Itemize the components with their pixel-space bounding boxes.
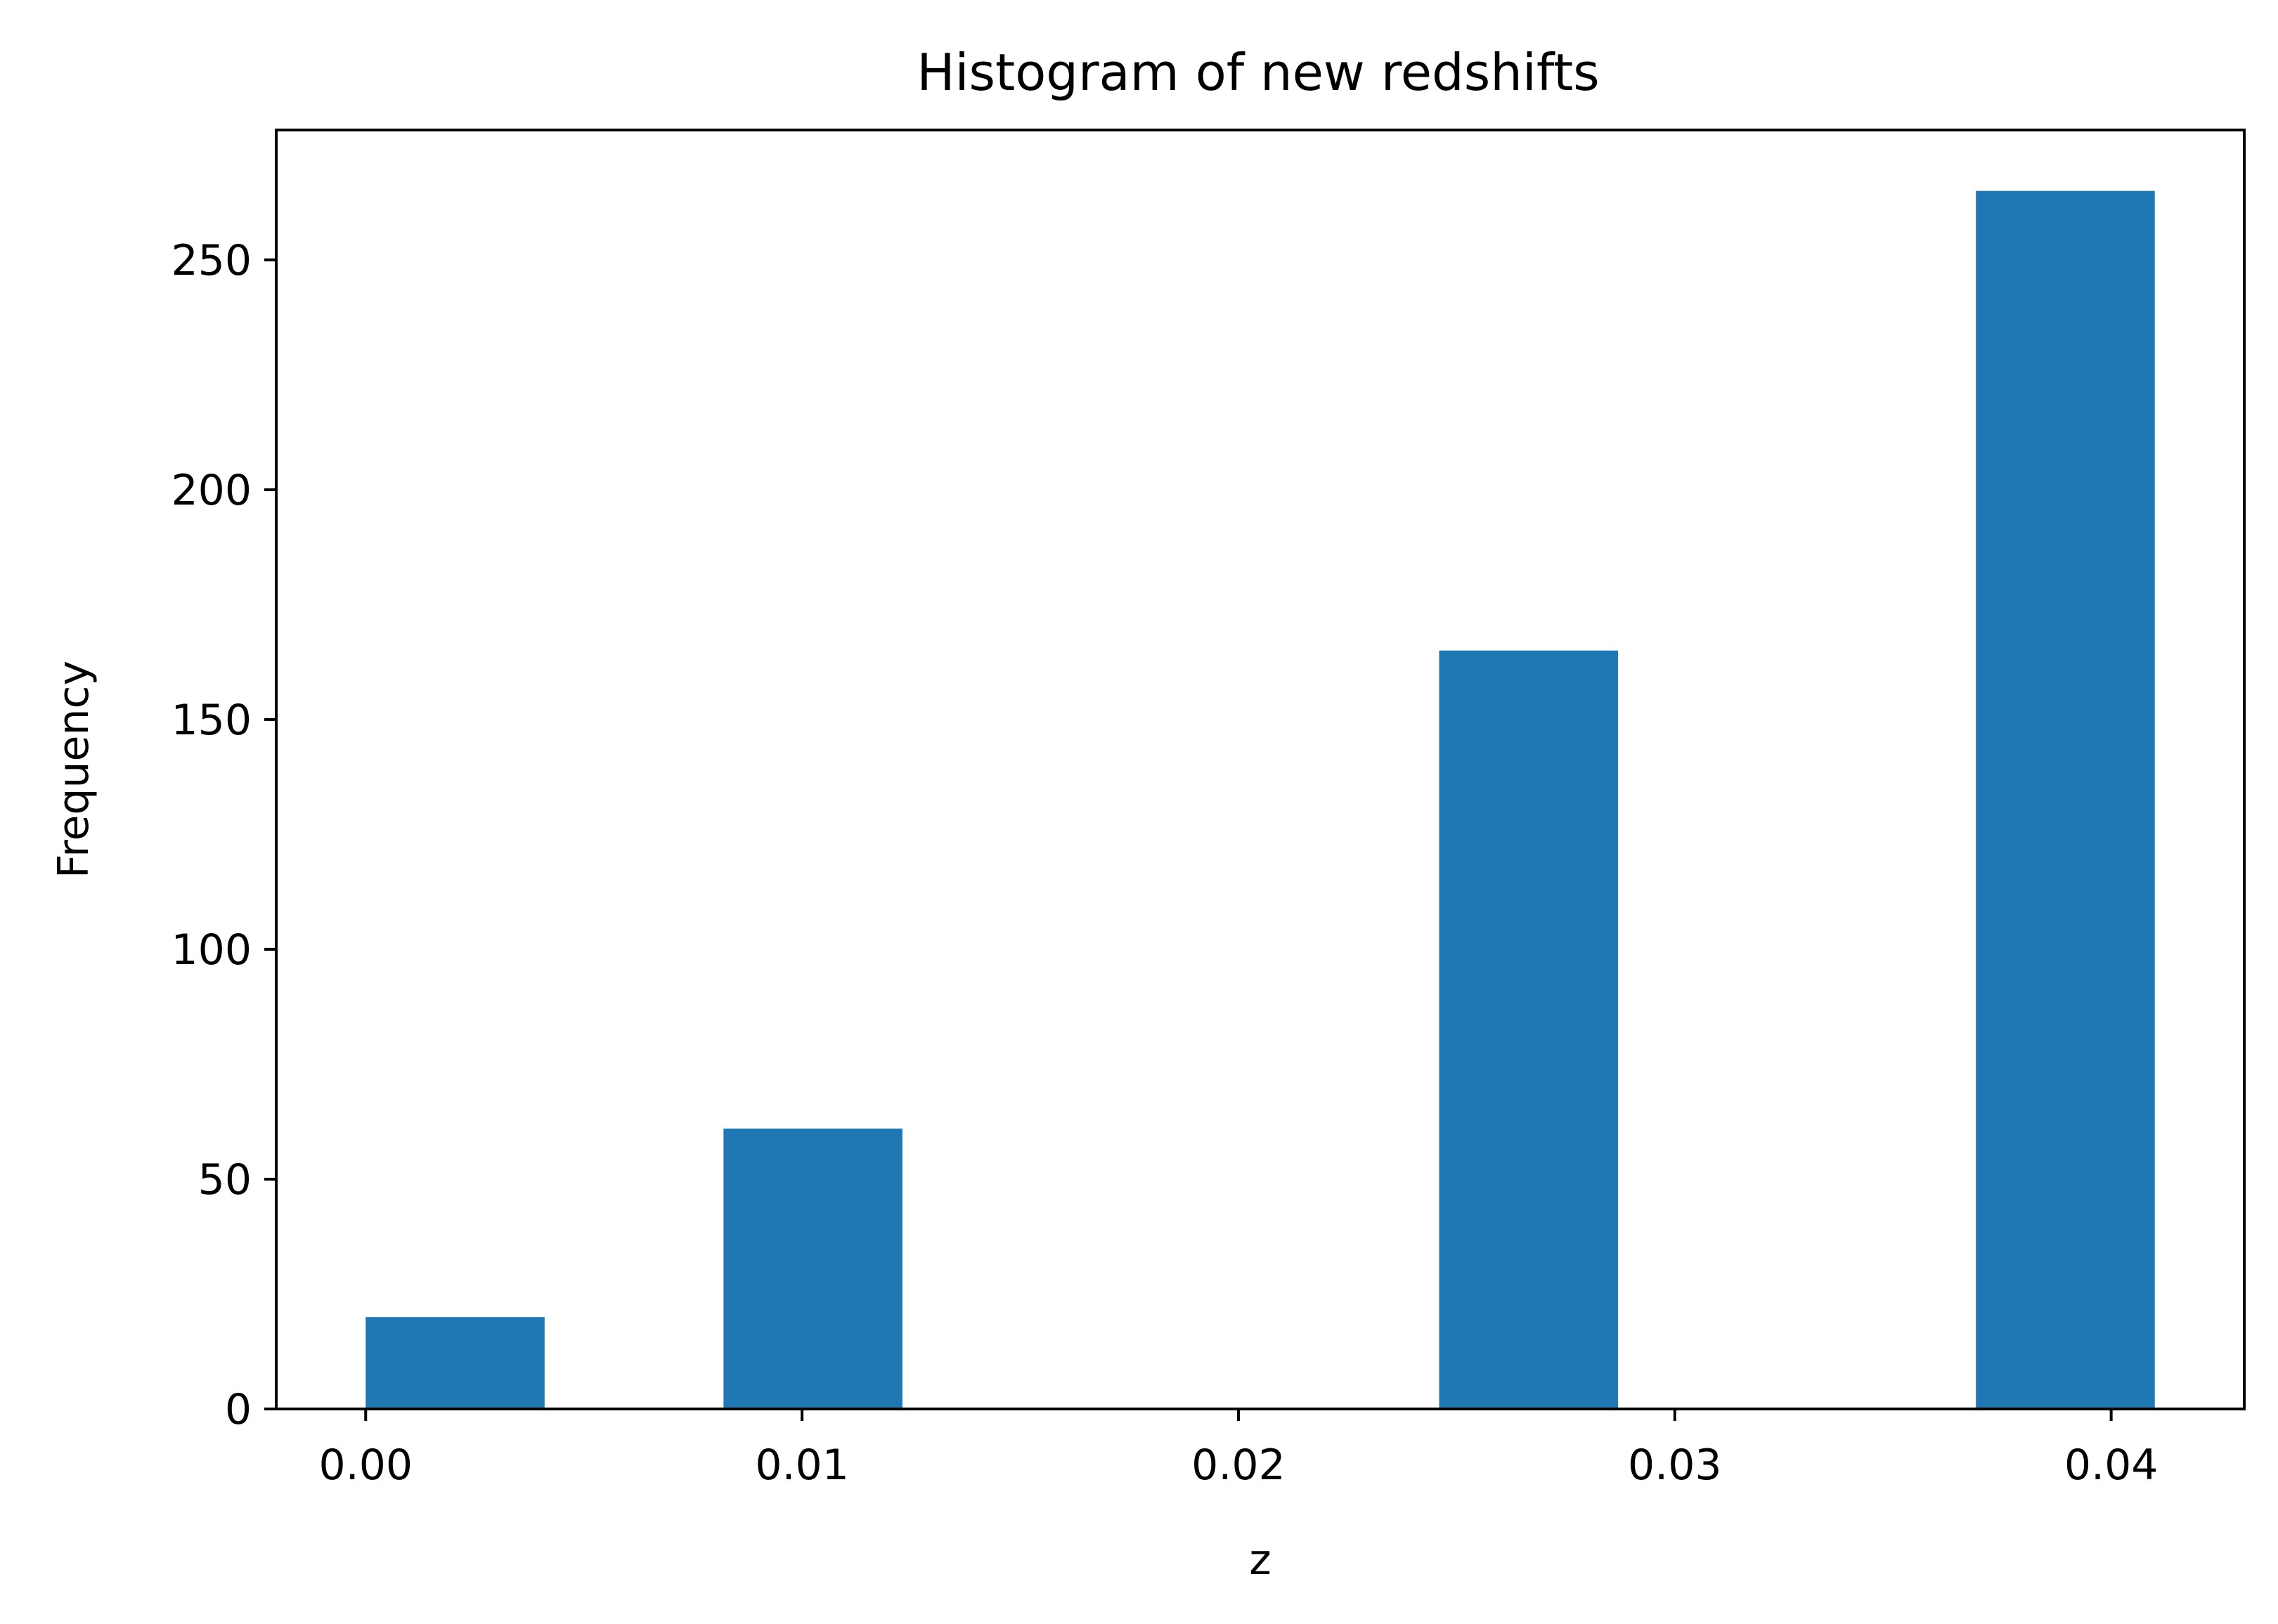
- histogram-bar-5: [1439, 650, 1619, 1409]
- histogram-bar-0: [365, 1317, 545, 1409]
- y-axis-ticks: 0 50 100 150 200 250: [171, 236, 276, 1434]
- y-axis-label: Frequency: [49, 661, 98, 878]
- y-tick-label: 250: [171, 236, 252, 285]
- plot-frame: [275, 129, 2246, 1410]
- histogram-bar-1: [723, 1129, 902, 1409]
- x-tick-label: 0.04: [2064, 1441, 2159, 1490]
- y-tick-label: 0: [225, 1385, 252, 1434]
- y-tick-label: 150: [171, 696, 252, 745]
- histogram-bar-8: [1976, 190, 2155, 1409]
- x-tick-label: 0.01: [755, 1441, 849, 1490]
- y-tick-label: 50: [198, 1155, 252, 1204]
- x-axis-ticks: 0.00 0.01 0.02 0.03 0.04: [318, 1409, 2158, 1490]
- y-tick-label: 200: [171, 466, 252, 515]
- x-tick-label: 0.02: [1191, 1441, 1286, 1490]
- x-axis-label: z: [1249, 1535, 1271, 1585]
- bars-group: [365, 190, 2155, 1409]
- x-tick-label: 0.03: [1628, 1441, 1722, 1490]
- chart-title: Histogram of new redshifts: [917, 43, 1599, 102]
- y-tick-label: 100: [171, 925, 252, 975]
- x-tick-label: 0.00: [318, 1441, 413, 1490]
